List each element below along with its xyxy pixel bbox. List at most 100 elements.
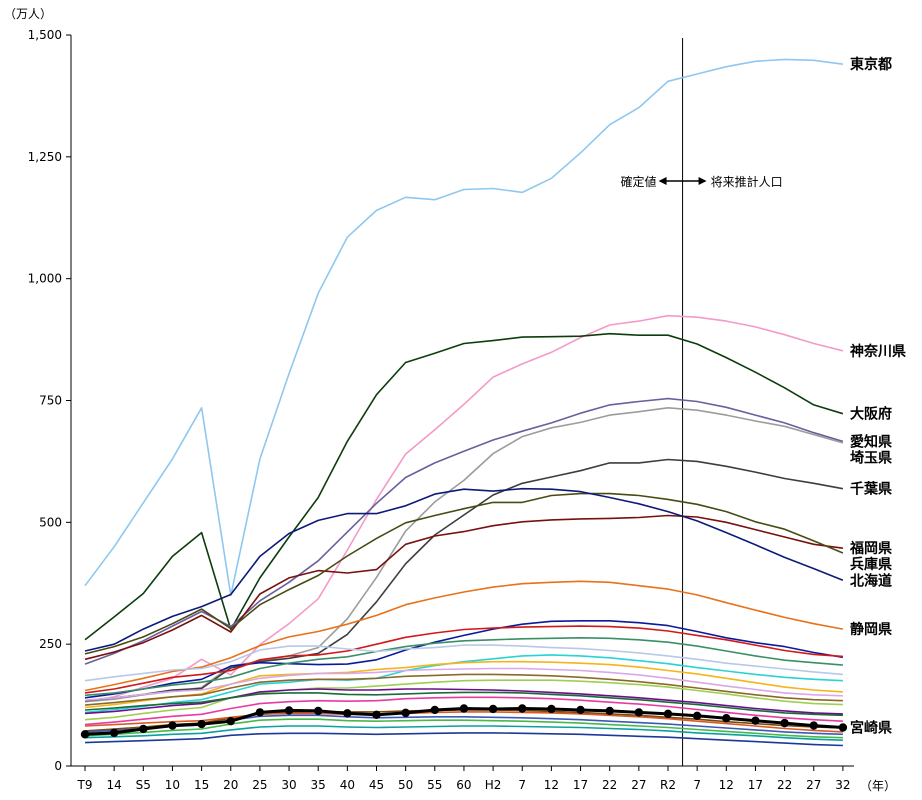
y-tick-label: 500 xyxy=(39,515,62,529)
series-point xyxy=(663,709,673,719)
series-point xyxy=(722,714,731,723)
series-line xyxy=(84,691,843,717)
series-5 xyxy=(84,458,844,702)
double-arrow-icon xyxy=(658,177,707,185)
series-point xyxy=(430,705,439,715)
series-21 xyxy=(84,696,843,726)
series-point xyxy=(168,721,177,730)
y-tick-label: 750 xyxy=(39,394,62,408)
series-point xyxy=(284,706,294,715)
series-label: 千葉県 xyxy=(850,481,892,498)
x-tick-label: 12 xyxy=(544,778,559,792)
x-tick-labels: T9 14 S5 10 15 20 25 30 35 40 45 50 55 60 H2 7 12 17 22 27 R… xyxy=(77,766,851,792)
series-label: 宮崎県 xyxy=(850,720,892,737)
series-2 xyxy=(84,332,844,641)
series-line xyxy=(84,673,843,706)
series-point xyxy=(314,706,323,716)
y-tick-label: 1,500 xyxy=(28,28,62,42)
series-point xyxy=(751,716,760,725)
series-point xyxy=(255,708,265,717)
series-18 xyxy=(84,673,843,706)
series-point xyxy=(634,708,644,717)
x-tick-label: 55 xyxy=(427,778,442,792)
x-tick-label: 17 xyxy=(748,778,763,792)
series-28 xyxy=(80,704,848,739)
series-11 xyxy=(84,625,843,694)
series-line xyxy=(84,725,843,741)
series-label: 静岡県 xyxy=(850,621,892,638)
y-tick-label: 1,250 xyxy=(28,150,62,164)
series-16 xyxy=(84,679,843,721)
annotation-projection: 将来推計人口 xyxy=(711,174,783,189)
series-point xyxy=(488,704,498,714)
y-tick-label: 1,000 xyxy=(28,272,62,286)
series-point xyxy=(372,710,381,720)
arrow-head-left xyxy=(658,177,667,185)
series-point xyxy=(139,724,148,734)
series-7 xyxy=(84,492,844,655)
x-tick-label: 50 xyxy=(398,778,413,792)
annotation-actual: 確定値 xyxy=(621,174,657,189)
x-tick-label: 60 xyxy=(456,778,471,792)
x-tick-label: 22 xyxy=(602,778,617,792)
series-9 xyxy=(84,580,844,692)
x-tick-label: 30 xyxy=(281,778,296,792)
x-tick-label: R2 xyxy=(660,778,676,792)
y-tick-label: 0 xyxy=(54,759,62,773)
series-line xyxy=(84,58,844,597)
x-tick-label: 35 xyxy=(311,778,326,792)
x-tick-label: 25 xyxy=(252,778,267,792)
arrow-head-right xyxy=(698,177,707,185)
series-point xyxy=(226,716,235,726)
series-27 xyxy=(84,725,843,741)
x-tick-label: 14 xyxy=(107,778,122,792)
x-tick-label: 10 xyxy=(165,778,180,792)
x-tick-label: S5 xyxy=(136,778,151,792)
series-0 xyxy=(84,58,844,597)
series-label: 神奈川県 xyxy=(850,343,906,360)
y-tick-labels: 0 250 500 750 1,000 1,250 1,500 xyxy=(28,28,71,773)
x-tick-label: 7 xyxy=(693,778,701,792)
series-line xyxy=(84,688,843,715)
series-point xyxy=(692,711,702,721)
x-tick-label: 27 xyxy=(631,778,646,792)
x-tick-label: H2 xyxy=(485,778,502,792)
series-line xyxy=(84,487,844,652)
series-label: 東京都 xyxy=(850,56,892,73)
series-19 xyxy=(84,688,843,715)
series-line xyxy=(84,696,843,726)
series-label: 福岡県 xyxy=(849,540,892,557)
y-axis-unit-label: （万人） xyxy=(4,7,52,21)
series-13 xyxy=(84,644,843,682)
series-point xyxy=(838,723,848,732)
series-point xyxy=(197,719,206,729)
series-label: 北海道 xyxy=(850,572,892,589)
series-point xyxy=(605,706,614,716)
series-line xyxy=(84,619,844,699)
y-tick-label: 250 xyxy=(39,637,62,651)
series-line xyxy=(84,679,843,721)
series-15 xyxy=(84,660,843,709)
series-line xyxy=(84,625,843,694)
series-point xyxy=(809,721,818,730)
series-line xyxy=(84,636,843,697)
series-lines xyxy=(80,58,848,747)
x-tick-label: 27 xyxy=(806,778,821,792)
series-point xyxy=(80,730,90,739)
series-line xyxy=(84,732,843,747)
series-26 xyxy=(84,732,843,747)
series-line xyxy=(84,667,843,701)
series-point xyxy=(780,718,789,728)
series-line xyxy=(84,660,843,709)
series-point xyxy=(459,704,469,713)
series-10 xyxy=(84,619,844,699)
series-14 xyxy=(84,654,843,714)
series-point xyxy=(576,705,585,715)
series-point xyxy=(401,708,410,718)
series-line xyxy=(84,514,844,661)
series-point xyxy=(343,709,352,718)
x-tick-label: 20 xyxy=(223,778,238,792)
series-line xyxy=(84,654,843,714)
